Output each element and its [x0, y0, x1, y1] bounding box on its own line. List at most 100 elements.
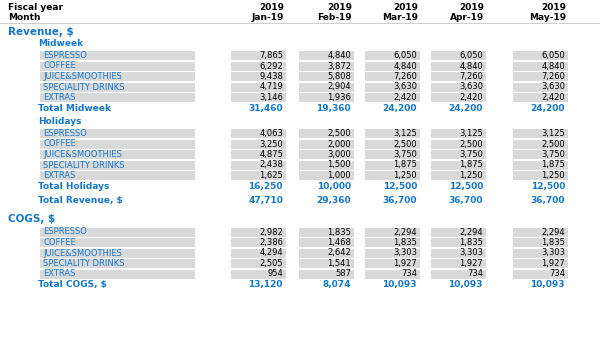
Bar — [513, 259, 568, 268]
Text: 3,630: 3,630 — [459, 82, 483, 92]
Bar — [231, 150, 286, 159]
Bar — [40, 129, 195, 138]
Bar — [40, 62, 195, 71]
Text: ESPRESSO: ESPRESSO — [43, 51, 87, 60]
Text: 24,200: 24,200 — [383, 104, 417, 113]
Bar — [513, 269, 568, 279]
Text: 10,093: 10,093 — [383, 281, 417, 290]
Bar — [513, 171, 568, 180]
Text: Feb-19: Feb-19 — [317, 13, 352, 22]
Bar — [431, 62, 486, 71]
Bar — [40, 227, 195, 237]
Text: 2,438: 2,438 — [259, 161, 283, 169]
Bar — [299, 62, 354, 71]
Text: 7,260: 7,260 — [459, 72, 483, 81]
Text: 734: 734 — [467, 269, 483, 279]
Text: 6,050: 6,050 — [393, 51, 417, 60]
Bar — [299, 129, 354, 138]
Bar — [299, 238, 354, 247]
Bar — [431, 51, 486, 60]
Text: 1,250: 1,250 — [541, 171, 565, 180]
Text: 2019: 2019 — [327, 3, 352, 13]
Bar — [40, 51, 195, 60]
Text: 24,200: 24,200 — [530, 104, 565, 113]
Text: 47,710: 47,710 — [248, 195, 283, 204]
Bar — [365, 161, 420, 169]
Text: 1,927: 1,927 — [541, 259, 565, 268]
Text: 1,250: 1,250 — [460, 171, 483, 180]
Text: 4,063: 4,063 — [259, 129, 283, 138]
Text: 2,000: 2,000 — [328, 140, 351, 148]
Bar — [365, 93, 420, 102]
Text: Holidays: Holidays — [38, 118, 82, 126]
Text: 24,200: 24,200 — [449, 104, 483, 113]
Text: 1,936: 1,936 — [327, 93, 351, 102]
Bar — [431, 238, 486, 247]
Text: 36,700: 36,700 — [530, 195, 565, 204]
Text: 2,294: 2,294 — [394, 227, 417, 237]
Bar — [431, 259, 486, 268]
Text: ESPRESSO: ESPRESSO — [43, 129, 87, 138]
Text: 4,875: 4,875 — [259, 150, 283, 159]
Text: 3,125: 3,125 — [459, 129, 483, 138]
Text: 1,625: 1,625 — [259, 171, 283, 180]
Bar — [431, 150, 486, 159]
Bar — [231, 62, 286, 71]
Bar — [513, 129, 568, 138]
Text: 3,872: 3,872 — [327, 62, 351, 71]
Bar — [40, 171, 195, 180]
Text: 3,750: 3,750 — [459, 150, 483, 159]
Bar — [365, 248, 420, 258]
Text: JUICE&SMOOTHIES: JUICE&SMOOTHIES — [43, 72, 122, 81]
Text: SPECIALITY DRINKS: SPECIALITY DRINKS — [43, 82, 125, 92]
Bar — [431, 161, 486, 169]
Text: 1,000: 1,000 — [328, 171, 351, 180]
Bar — [231, 72, 286, 81]
Text: Jan-19: Jan-19 — [251, 13, 284, 22]
Text: 12,500: 12,500 — [530, 182, 565, 191]
Bar — [365, 82, 420, 92]
Text: 4,840: 4,840 — [459, 62, 483, 71]
Text: 10,093: 10,093 — [449, 281, 483, 290]
Bar — [231, 129, 286, 138]
Text: 1,835: 1,835 — [327, 227, 351, 237]
Text: 7,260: 7,260 — [541, 72, 565, 81]
Bar — [513, 227, 568, 237]
Text: 3,750: 3,750 — [393, 150, 417, 159]
Bar — [431, 129, 486, 138]
Text: Midweek: Midweek — [38, 40, 83, 48]
Bar — [231, 93, 286, 102]
Bar — [431, 171, 486, 180]
Bar — [365, 269, 420, 279]
Bar — [365, 62, 420, 71]
Text: 1,250: 1,250 — [394, 171, 417, 180]
Text: 2,982: 2,982 — [259, 227, 283, 237]
Bar — [40, 161, 195, 169]
Bar — [299, 171, 354, 180]
Text: 1,500: 1,500 — [328, 161, 351, 169]
Bar — [365, 51, 420, 60]
Text: 1,835: 1,835 — [393, 238, 417, 247]
Bar — [431, 82, 486, 92]
Text: 12,500: 12,500 — [383, 182, 417, 191]
Text: 2,505: 2,505 — [259, 259, 283, 268]
Bar — [231, 161, 286, 169]
Text: JUICE&SMOOTHIES: JUICE&SMOOTHIES — [43, 150, 122, 159]
Text: EXTRAS: EXTRAS — [43, 269, 76, 279]
Text: 1,875: 1,875 — [541, 161, 565, 169]
Bar — [231, 238, 286, 247]
Text: 4,719: 4,719 — [259, 82, 283, 92]
Text: 2,642: 2,642 — [327, 248, 351, 258]
Text: 1,875: 1,875 — [393, 161, 417, 169]
Text: 2,500: 2,500 — [541, 140, 565, 148]
Text: Total Holidays: Total Holidays — [38, 182, 109, 191]
Bar — [431, 248, 486, 258]
Bar — [513, 161, 568, 169]
Text: COFFEE: COFFEE — [43, 140, 76, 148]
Text: 8,074: 8,074 — [323, 281, 351, 290]
Bar — [299, 51, 354, 60]
Text: 1,927: 1,927 — [459, 259, 483, 268]
Bar — [365, 259, 420, 268]
Text: 734: 734 — [549, 269, 565, 279]
Text: 31,460: 31,460 — [248, 104, 283, 113]
